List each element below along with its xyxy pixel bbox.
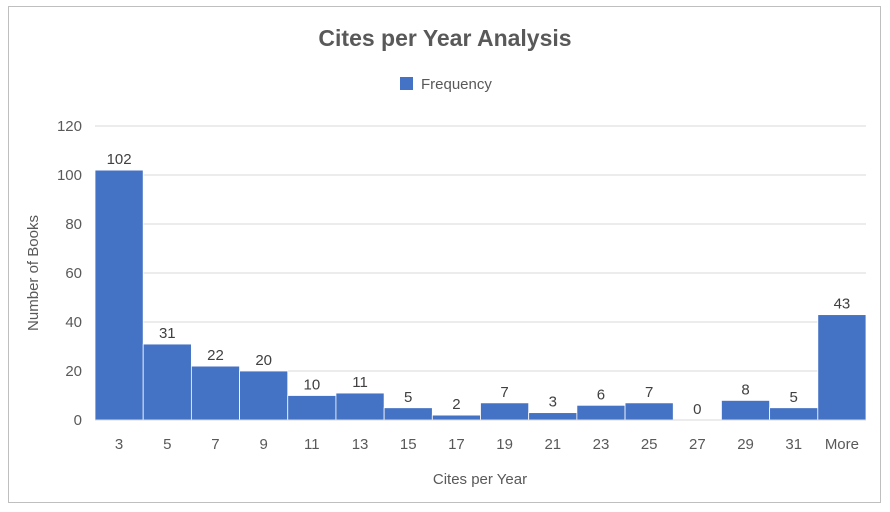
x-tick-label: 23 [593, 436, 610, 453]
data-label: 8 [741, 381, 749, 398]
x-tick-label: 15 [400, 436, 417, 453]
bar [721, 399, 771, 421]
data-label: 43 [834, 296, 851, 313]
data-label: 7 [645, 384, 653, 401]
y-tick-label: 40 [65, 314, 82, 331]
x-axis-ticks: 3 5 7 9 11 13 15 17 19 21 23 25 27 29 31 More [115, 436, 859, 453]
y-tick-label: 100 [57, 167, 82, 184]
bar [190, 365, 240, 421]
x-tick-label: 5 [163, 436, 171, 453]
y-axis-title: Number of Books [25, 215, 42, 331]
legend-swatch [400, 77, 413, 90]
x-tick-label: 27 [689, 436, 706, 453]
x-tick-label: More [825, 436, 859, 453]
data-label: 5 [404, 389, 412, 406]
data-label: 102 [107, 151, 132, 168]
data-label: 5 [790, 389, 798, 406]
bars [94, 169, 867, 421]
data-label: 31 [159, 325, 176, 342]
data-label: 11 [352, 374, 368, 391]
y-axis-ticks: 0 20 40 60 80 100 120 [57, 118, 82, 429]
x-tick-label: 29 [737, 436, 754, 453]
bar [769, 407, 819, 421]
bar [142, 343, 192, 421]
gridlines [95, 125, 866, 372]
bar [239, 370, 289, 421]
data-label: 7 [500, 384, 508, 401]
x-tick-label: 7 [211, 436, 219, 453]
x-tick-label: 13 [352, 436, 369, 453]
x-tick-label: 9 [259, 436, 267, 453]
data-label: 2 [452, 396, 460, 413]
y-tick-label: 120 [57, 118, 82, 135]
bar [817, 314, 867, 421]
data-labels: 102 31 22 20 10 11 5 2 7 3 6 7 0 8 5 43 [107, 151, 851, 418]
bar [431, 414, 481, 421]
x-tick-label: 21 [544, 436, 561, 453]
bar [528, 412, 578, 421]
bar [287, 395, 337, 421]
bar [624, 402, 674, 421]
x-tick-label: 25 [641, 436, 658, 453]
data-label: 6 [597, 386, 605, 403]
data-label: 0 [693, 401, 701, 418]
data-label: 3 [549, 394, 557, 411]
y-tick-label: 80 [65, 216, 82, 233]
x-tick-label: 11 [304, 436, 320, 453]
x-tick-label: 31 [785, 436, 802, 453]
x-axis-title: Cites per Year [433, 471, 527, 488]
x-tick-label: 19 [496, 436, 513, 453]
x-tick-label: 3 [115, 436, 123, 453]
x-tick-label: 17 [448, 436, 465, 453]
bar [383, 407, 433, 421]
data-label: 20 [255, 352, 272, 369]
y-tick-label: 60 [65, 265, 82, 282]
bar [480, 402, 530, 421]
bar [576, 404, 626, 421]
y-tick-label: 20 [65, 363, 82, 380]
y-tick-label: 0 [74, 412, 82, 429]
data-label: 22 [207, 347, 224, 364]
bar [94, 169, 144, 421]
bar [335, 392, 385, 421]
chart-title: Cites per Year Analysis [318, 25, 571, 51]
legend-label: Frequency [421, 76, 492, 93]
data-label: 10 [304, 377, 321, 394]
